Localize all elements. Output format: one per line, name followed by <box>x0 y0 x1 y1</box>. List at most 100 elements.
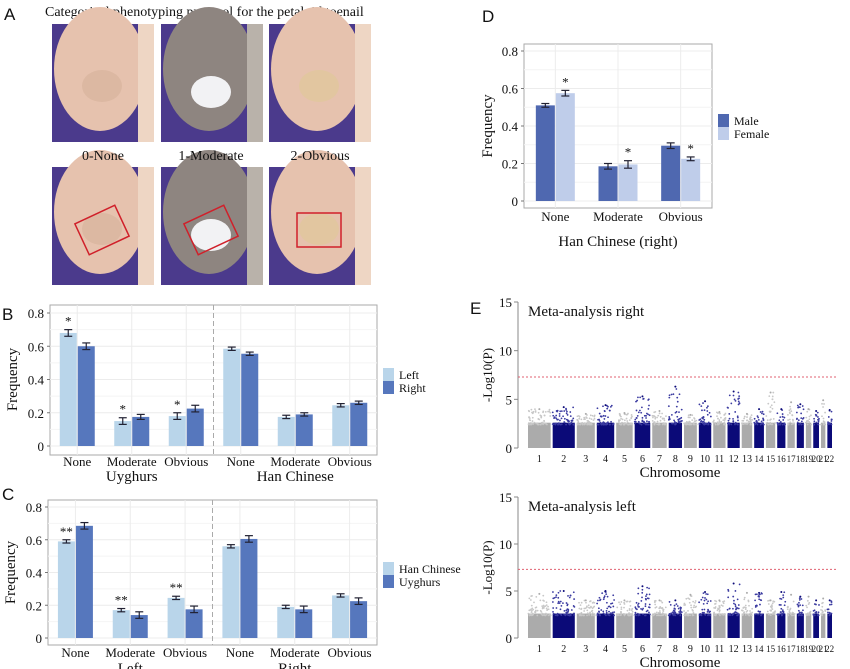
snp-point <box>703 608 706 611</box>
significance-marker: * <box>625 145 632 160</box>
snp-point <box>778 419 781 422</box>
snp-point <box>630 414 633 416</box>
chromosome-label: 13 <box>742 454 752 465</box>
snp-point <box>808 421 811 424</box>
snp-point <box>800 598 803 600</box>
snp-point <box>683 610 685 612</box>
snp-point <box>768 613 770 616</box>
chromosome-2-points <box>551 406 576 448</box>
snp-point <box>721 613 724 616</box>
snp-point <box>547 614 550 617</box>
chromosome-9-points <box>683 413 698 448</box>
snp-point <box>583 422 586 425</box>
snp-point <box>705 598 708 601</box>
snp-point <box>668 394 671 397</box>
snp-point <box>590 605 592 608</box>
bar <box>277 416 295 446</box>
snp-point <box>549 411 552 414</box>
snp-point <box>757 595 760 597</box>
chromosome-label: 1 <box>537 644 542 655</box>
y-tick-label: 0.2 <box>26 598 42 613</box>
bar <box>168 416 186 446</box>
peak-point <box>828 409 831 412</box>
snp-point <box>556 418 559 421</box>
bar <box>112 610 130 638</box>
snp-point <box>759 593 761 596</box>
peak-point <box>658 410 661 413</box>
snp-point <box>544 614 547 617</box>
snp-point <box>744 614 747 616</box>
snp-point <box>737 604 740 606</box>
snp-point <box>723 421 726 424</box>
snp-point <box>746 416 748 418</box>
snp-point <box>761 412 763 415</box>
snp-point <box>569 415 572 418</box>
snp-point <box>788 611 791 614</box>
snp-point <box>649 613 651 616</box>
snp-point <box>636 612 639 615</box>
snp-point <box>797 609 800 612</box>
chromosome-label: 12 <box>729 454 739 465</box>
dense-points <box>741 613 753 638</box>
bar <box>59 332 77 446</box>
chromosome-15-points <box>765 391 776 448</box>
snp-point <box>767 402 770 405</box>
snp-point <box>800 614 803 617</box>
snp-point <box>531 416 534 419</box>
snp-point <box>645 423 648 425</box>
snp-point <box>578 607 581 610</box>
x-tick-label: Obvious <box>328 645 372 660</box>
snp-point <box>718 605 721 607</box>
snp-point <box>802 609 804 612</box>
snp-point <box>782 594 785 597</box>
dense-points <box>827 613 832 638</box>
snp-point <box>815 611 818 614</box>
snp-point <box>716 421 719 424</box>
chromosome-17-points <box>787 401 795 448</box>
snp-point <box>593 415 596 418</box>
snp-point <box>545 601 548 604</box>
snp-point <box>637 592 640 595</box>
y-tick-label: 5 <box>506 584 513 599</box>
snp-point <box>559 608 562 611</box>
snp-point <box>806 606 808 609</box>
x-tick-label: Moderate <box>105 645 155 660</box>
snp-point <box>664 423 667 426</box>
chromosome-label: 2 <box>561 454 566 465</box>
snp-point <box>616 606 619 609</box>
snp-point <box>743 415 746 418</box>
snp-point <box>703 611 705 614</box>
snp-point <box>648 603 651 606</box>
snp-point <box>821 402 823 405</box>
snp-point <box>528 609 531 612</box>
dense-points <box>796 422 804 448</box>
snp-point <box>687 597 690 600</box>
snp-point <box>731 614 734 617</box>
snp-point <box>754 423 756 426</box>
snp-point <box>634 420 637 423</box>
snp-point <box>631 614 634 617</box>
snp-point <box>779 416 782 419</box>
snp-point <box>733 398 736 401</box>
chromosome-label: 21 <box>819 454 828 464</box>
snp-point <box>686 423 689 426</box>
snp-point <box>581 421 584 424</box>
chromosome-22-points <box>827 409 833 448</box>
snp-point <box>738 583 741 586</box>
snp-point <box>647 606 650 609</box>
peak-point <box>604 590 607 592</box>
category-label-2: 2-Obvious <box>290 149 349 164</box>
y-tick-label: 0 <box>38 439 45 454</box>
snp-point <box>796 421 799 424</box>
snp-point <box>596 423 599 426</box>
snp-point <box>707 613 710 616</box>
snp-point <box>544 605 547 608</box>
snp-point <box>591 414 594 417</box>
snp-point <box>824 423 827 426</box>
snp-point <box>707 608 709 611</box>
snp-point <box>777 423 780 426</box>
snp-point <box>606 595 609 598</box>
y-axis-title: -Log10(P) <box>480 348 495 402</box>
snp-point <box>563 609 566 612</box>
